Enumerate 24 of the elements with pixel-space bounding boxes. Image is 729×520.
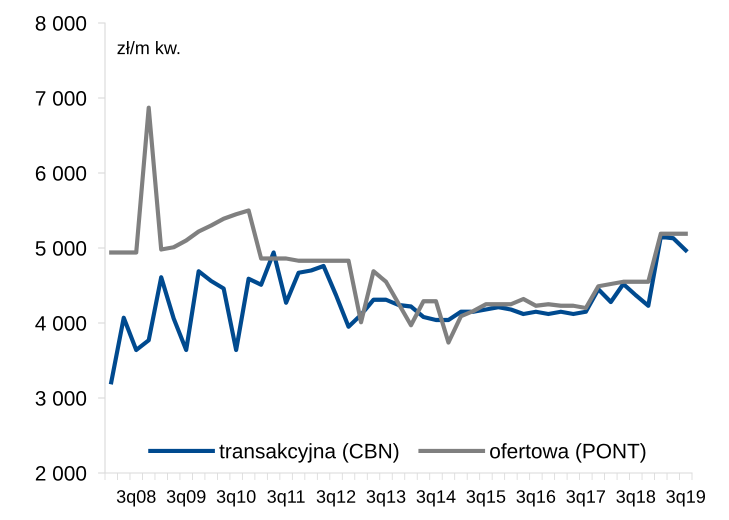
line-series <box>109 234 688 384</box>
x-tick-label: 3q17 <box>566 490 606 506</box>
x-tick-label: 3q10 <box>216 490 256 506</box>
x-tick-label: 3q16 <box>516 490 556 506</box>
x-tick-label: 3q15 <box>466 490 506 506</box>
legend-label: transakcyjna (CBN) <box>219 443 398 463</box>
x-tick-label: 3q13 <box>366 490 406 506</box>
x-tick-label: 3q11 <box>267 490 305 506</box>
x-tick-label: 3q19 <box>666 490 705 506</box>
y-tick-label: 6 000 <box>36 166 86 181</box>
y-tick-label: 7 000 <box>36 91 86 106</box>
y-tick-label: 5 000 <box>36 241 86 256</box>
x-tick-label: 3q14 <box>416 490 456 506</box>
x-tick-label: 3q18 <box>616 490 656 506</box>
y-tick-label: 4 000 <box>35 316 86 331</box>
y-tick-label: 3 000 <box>36 391 86 406</box>
legend-label: ofertowa (PONT) <box>490 443 646 463</box>
annotation: zł/m kw. <box>117 41 180 54</box>
x-tick-label: 3q08 <box>116 490 156 506</box>
y-tick-label: 8 000 <box>36 16 86 31</box>
y-tick-label: 2 000 <box>36 466 86 481</box>
line-series <box>109 106 688 345</box>
x-tick-label: 3q12 <box>316 490 356 506</box>
x-tick-label: 3q09 <box>166 490 206 506</box>
